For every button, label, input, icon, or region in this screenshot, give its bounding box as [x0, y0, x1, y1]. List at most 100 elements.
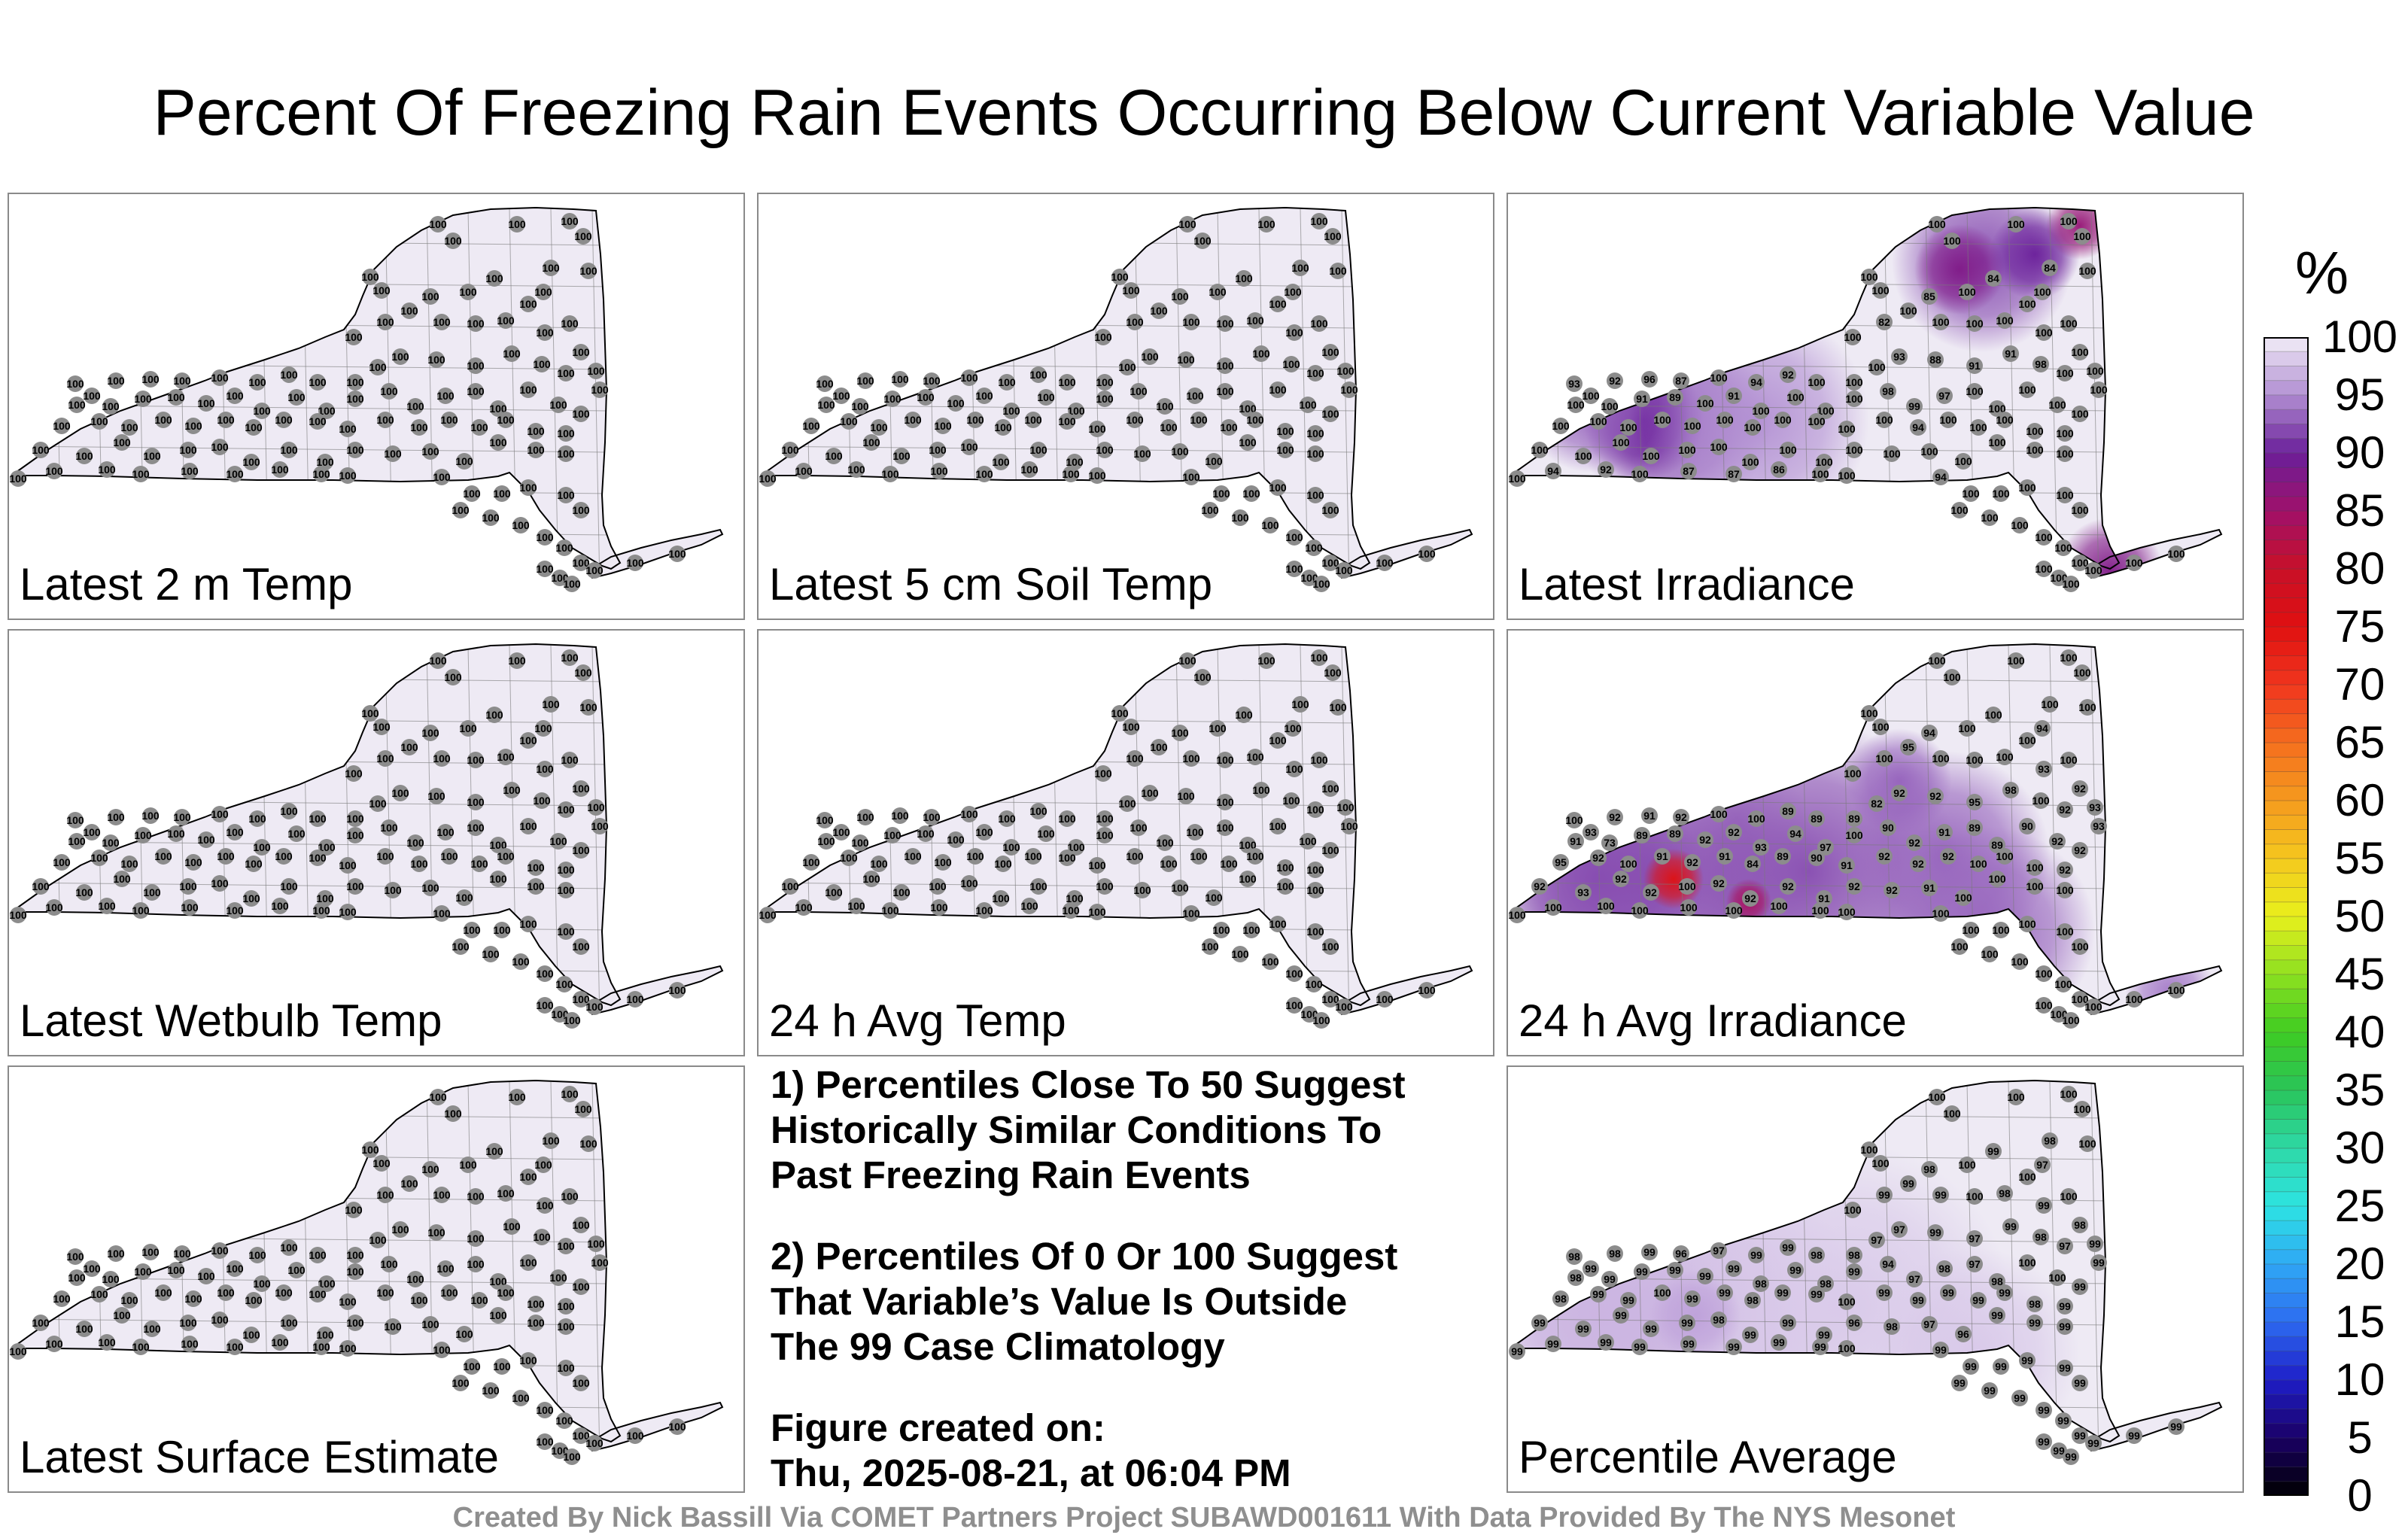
station-marker: 100: [572, 406, 590, 422]
station-dot: [464, 485, 480, 502]
station-value: 99: [1782, 1317, 1794, 1329]
station-value: 100: [1844, 1204, 1862, 1216]
station-value: 100: [467, 1190, 485, 1202]
station-dot: [1966, 1230, 1983, 1247]
station-marker: 100: [2054, 540, 2072, 556]
station-value: 100: [1565, 814, 1583, 826]
station-value: 100: [851, 837, 869, 849]
station-dot: [1341, 381, 1358, 398]
station-value: 100: [421, 1318, 439, 1330]
station-marker: 99: [2057, 1298, 2073, 1315]
station-value: 92: [1713, 877, 1725, 889]
station-value: 100: [519, 820, 537, 832]
station-dot: [1601, 398, 1618, 415]
station-dot: [132, 466, 149, 482]
colorbar-tick-label: 85: [2334, 485, 2385, 536]
station-marker: 100: [98, 461, 116, 478]
station-value: 100: [1310, 215, 1328, 227]
station-dot: [759, 907, 776, 923]
colorbar-cell: [2264, 873, 2309, 888]
station-value: 99: [1686, 1293, 1698, 1305]
station-marker: 98: [1996, 1185, 2013, 1202]
station-value: 100: [1058, 813, 1076, 825]
station-marker: 92: [2057, 862, 2073, 878]
station-marker: 100: [467, 794, 485, 810]
station-value: 100: [1190, 414, 1208, 426]
station-dot: [961, 439, 977, 455]
colorbar-cell: [2264, 901, 2309, 917]
station-marker: 99: [1940, 1284, 1956, 1301]
station-dot: [2026, 442, 2043, 458]
station-marker: 100: [120, 856, 138, 872]
station-marker: 100: [211, 1312, 229, 1328]
station-dot: [181, 463, 198, 479]
station-dot: [1812, 1339, 1829, 1355]
station-dot: [1311, 649, 1327, 666]
station-marker: 99: [2036, 1402, 2052, 1418]
station-dot: [467, 819, 484, 836]
station-dot: [1330, 263, 1346, 279]
station-dot: [1846, 1263, 1862, 1280]
station-marker: 99: [1963, 1358, 1979, 1375]
station-marker: 100: [856, 809, 874, 825]
station-dot: [1300, 397, 1316, 413]
station-dot: [2057, 923, 2073, 940]
station-marker: 100: [1160, 419, 1178, 436]
station-value: 99: [1585, 1263, 1597, 1275]
station-marker: 100: [1118, 359, 1136, 375]
contour-blob: [1643, 307, 1869, 533]
colorbar-cell: [2264, 1278, 2309, 1293]
station-value: 100: [489, 1275, 507, 1287]
station-value: 100: [1845, 444, 1863, 456]
station-value: 100: [536, 999, 554, 1011]
station-dot: [132, 902, 149, 919]
station-dot: [181, 1336, 198, 1352]
station-marker: 100: [242, 890, 260, 907]
station-dot: [1955, 453, 1972, 470]
station-dot: [471, 856, 488, 872]
station-dot: [2126, 991, 2142, 1008]
station-marker: 99: [2126, 1427, 2142, 1444]
station-marker: 100: [1932, 905, 1950, 922]
station-value: 92: [1848, 880, 1860, 892]
station-value: 97: [1713, 1245, 1725, 1257]
station-value: 100: [1261, 519, 1279, 531]
station-dot: [580, 263, 597, 279]
station-dot: [46, 899, 62, 916]
station-value: 100: [1220, 858, 1238, 870]
station-value: 100: [1321, 844, 1339, 856]
station-value: 100: [1126, 850, 1144, 862]
station-marker: 100: [280, 803, 298, 819]
station-dot: [558, 862, 574, 878]
station-value: 100: [376, 414, 394, 426]
station-dot: [1940, 848, 1956, 865]
station-value: 100: [503, 1220, 521, 1233]
station-dot: [512, 517, 529, 533]
station-value: 100: [497, 1187, 515, 1199]
station-value: 100: [376, 1189, 394, 1201]
station-dot: [1330, 699, 1346, 716]
station-value: 100: [120, 858, 138, 870]
station-marker: 100: [1932, 750, 1950, 767]
colorbar-cell: [2264, 1438, 2309, 1453]
station-marker: 100: [1844, 765, 1862, 782]
station-dot: [1929, 216, 1945, 233]
station-marker: 100: [923, 809, 941, 825]
station-marker: 100: [508, 652, 526, 669]
station-marker: 100: [173, 1245, 191, 1262]
station-value: 100: [1808, 376, 1826, 388]
station-value: 100: [1002, 841, 1020, 853]
station-value: 99: [1972, 1294, 1984, 1306]
station-value: 93: [2038, 763, 2050, 775]
station-marker: 89: [1634, 827, 1650, 843]
station-value: 100: [248, 1249, 266, 1261]
station-value: 100: [503, 784, 521, 796]
station-value: 100: [120, 1294, 138, 1306]
station-value: 100: [1096, 376, 1114, 388]
station-marker: 100: [1141, 348, 1159, 365]
station-value: 100: [781, 444, 799, 456]
station-dot: [10, 470, 26, 487]
station-value: 100: [2071, 504, 2089, 516]
colorbar-cell: [2264, 1307, 2309, 1323]
